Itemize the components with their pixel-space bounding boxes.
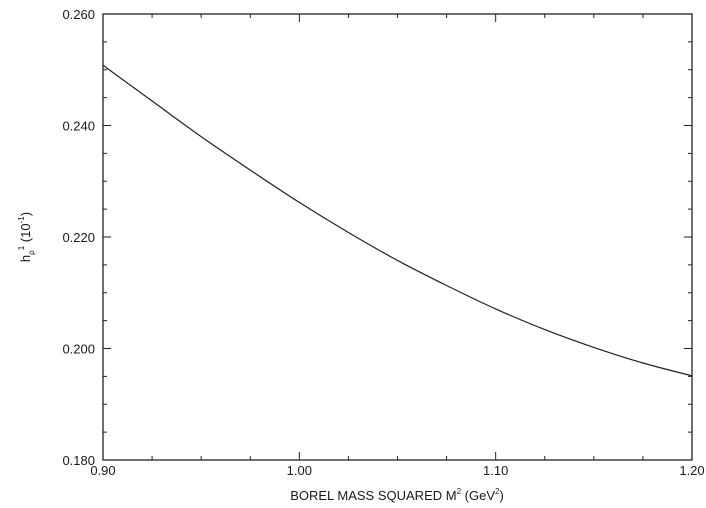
axis-ticks	[102, 13, 693, 461]
y-axis-title: hρ1 (10-1)	[17, 212, 36, 262]
x-tick-labels: 0.90 1.00 1.10 1.20	[90, 463, 704, 478]
plot-frame	[102, 13, 693, 461]
x-tick-label: 1.20	[679, 463, 704, 478]
y-tick-label: 0.220	[62, 230, 95, 245]
y-tick-label: 0.200	[62, 342, 95, 357]
series-line	[102, 64, 693, 377]
y-tick-labels: 0.180 0.200 0.220 0.240 0.260	[62, 7, 95, 468]
x-axis-title: BOREL MASS SQUARED M2 (GeV2)	[290, 487, 504, 503]
x-tick-label: 0.90	[90, 463, 115, 478]
x-tick-label: 1.10	[483, 463, 508, 478]
x-tick-label: 1.00	[287, 463, 312, 478]
y-tick-label: 0.260	[62, 7, 95, 22]
y-tick-label: 0.180	[62, 453, 95, 468]
y-tick-label: 0.240	[62, 119, 95, 134]
